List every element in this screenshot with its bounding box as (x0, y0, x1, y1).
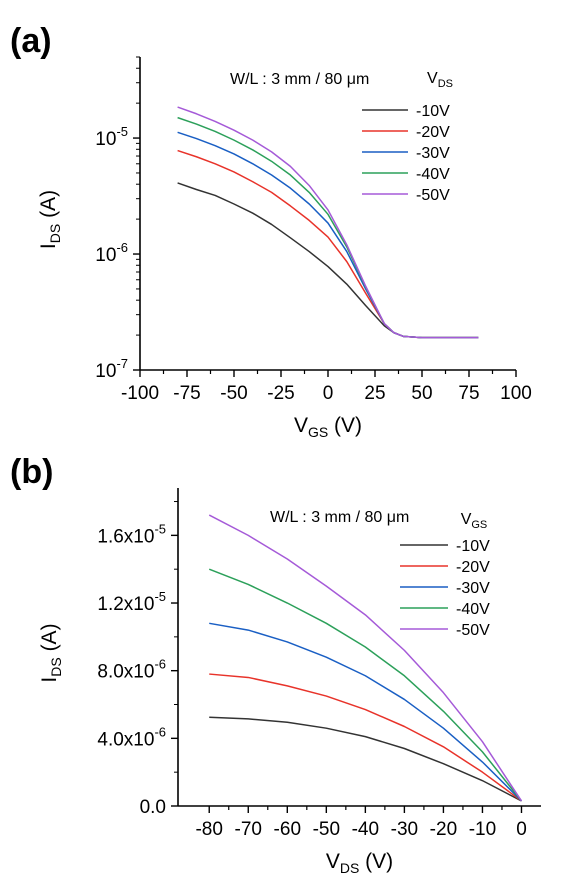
y-tick-label: 10-6 (95, 240, 128, 266)
x-tick-label: -75 (173, 383, 200, 404)
legend-label: -10V (456, 538, 490, 555)
x-tick-label: -70 (235, 819, 262, 840)
legend-label: -30V (416, 145, 450, 162)
series-line-10V (177, 182, 479, 339)
y-axis-title: IDS (A) (38, 623, 64, 682)
x-axis-title: VDS (V) (326, 850, 393, 876)
y-tick-label: 1.6x10-5 (97, 521, 166, 547)
y-tick-label: 4.0x10-6 (97, 724, 166, 750)
x-tick-label: -40 (352, 819, 379, 840)
chart-panel-a: -100 -75 -50 -25 0 25 50 75 100 10-7 10-6 10-5 VGS (… (37, 56, 532, 440)
legend-label: -30V (456, 580, 490, 597)
legend-label: -50V (416, 187, 450, 204)
y-tick-label: 10-7 (95, 356, 128, 382)
x-tick-label: -80 (195, 819, 222, 840)
series-line-50V (208, 514, 523, 802)
x-tick-label: 0 (516, 819, 527, 840)
x-tick-label: 75 (458, 383, 479, 404)
y-tick-label: 0.0 (140, 797, 166, 818)
x-tick-label: -50 (220, 383, 247, 404)
x-tick-label: 100 (500, 383, 532, 404)
series-line-50V (177, 106, 479, 339)
x-tick-label: -100 (121, 383, 159, 404)
x-tick-label: -20 (430, 819, 457, 840)
x-tick-label: 50 (411, 383, 432, 404)
y-tick-label: 10-5 (95, 124, 128, 150)
legend-title: VGS (461, 511, 488, 531)
panel-label-b: (b) (10, 453, 54, 491)
legend-label: -20V (416, 124, 450, 141)
legend-title: VDS (427, 70, 453, 90)
series-line-30V (209, 622, 523, 802)
x-tick-label: -10 (469, 819, 496, 840)
legend-label: -40V (416, 166, 450, 183)
panel-label-a: (a) (10, 22, 52, 60)
y-tick-label: 8.0x10-6 (97, 657, 166, 683)
y-axis-title: IDS (A) (37, 190, 63, 249)
legend-label: -10V (416, 103, 450, 120)
y-tick-label: 1.2x10-5 (97, 589, 166, 615)
legend-label: -40V (456, 601, 490, 618)
x-tick-label: -25 (267, 383, 294, 404)
series-line-20V (209, 673, 522, 802)
legend-label: -50V (456, 622, 490, 639)
series-line-40V (208, 568, 523, 802)
series-line-30V (177, 131, 479, 339)
x-tick-label: 25 (364, 383, 385, 404)
series-line-10V (209, 716, 522, 802)
legend-label: -20V (456, 559, 490, 576)
chart-panel-b: -80 -70 -60 -50 -40 -30 -20 -10 0 0.0 4.0x10-6 8.0x… (38, 488, 541, 876)
x-tick-label: -30 (391, 819, 418, 840)
wl-annotation: W/L : 3 mm / 80 μm (270, 509, 409, 526)
x-tick-label: 0 (323, 383, 334, 404)
x-tick-label: -50 (313, 819, 340, 840)
x-axis-title: VGS (V) (294, 414, 362, 440)
x-tick-label: -60 (274, 819, 301, 840)
wl-annotation: W/L : 3 mm / 80 μm (230, 71, 369, 88)
